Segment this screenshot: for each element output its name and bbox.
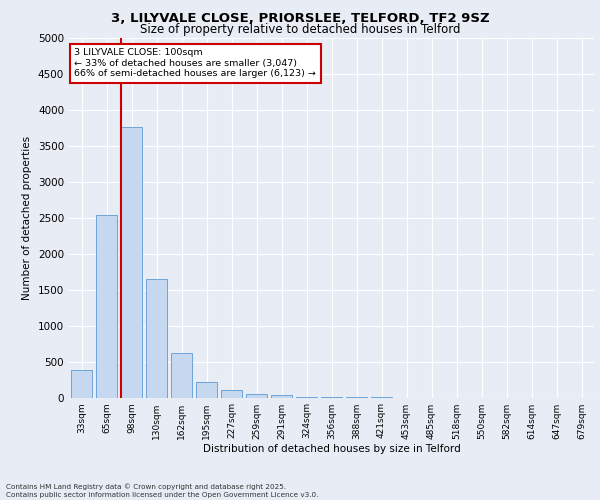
Bar xyxy=(146,278,167,398)
Text: Size of property relative to detached houses in Telford: Size of property relative to detached ho… xyxy=(140,22,460,36)
X-axis label: Distribution of detached houses by size in Telford: Distribution of detached houses by size … xyxy=(203,444,460,454)
Y-axis label: Number of detached properties: Number of detached properties xyxy=(22,136,32,300)
Bar xyxy=(246,394,267,398)
Bar xyxy=(271,396,292,398)
Text: 3 LILYVALE CLOSE: 100sqm
← 33% of detached houses are smaller (3,047)
66% of sem: 3 LILYVALE CLOSE: 100sqm ← 33% of detach… xyxy=(74,48,316,78)
Bar xyxy=(171,353,192,398)
Bar xyxy=(196,382,217,398)
Bar xyxy=(71,370,92,398)
Bar xyxy=(121,127,142,398)
Text: Contains HM Land Registry data © Crown copyright and database right 2025.
Contai: Contains HM Land Registry data © Crown c… xyxy=(6,484,319,498)
Bar xyxy=(96,216,117,398)
Bar xyxy=(221,390,242,398)
Bar xyxy=(296,397,317,398)
Text: 3, LILYVALE CLOSE, PRIORSLEE, TELFORD, TF2 9SZ: 3, LILYVALE CLOSE, PRIORSLEE, TELFORD, T… xyxy=(110,12,490,26)
